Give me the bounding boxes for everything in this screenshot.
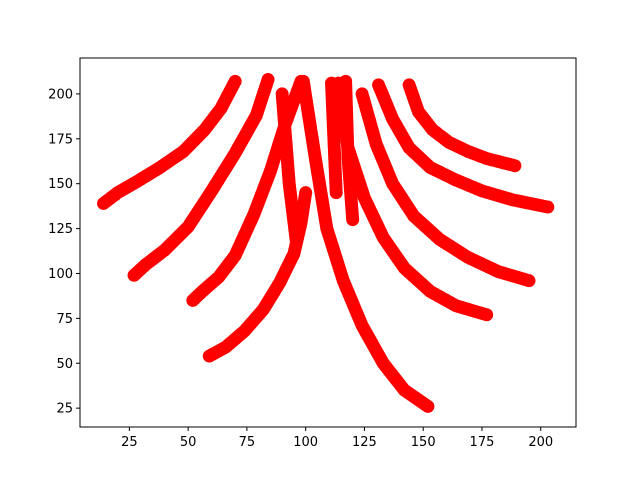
curve-9 [275,87,303,248]
data-point [421,399,435,413]
data-point [346,213,360,227]
data-point [480,308,494,322]
y-tick-label: 150 [48,177,73,192]
curve-7 [372,78,555,214]
x-tick-label: 150 [411,435,436,450]
y-tick-label: 50 [56,357,73,372]
y-tick-label: 125 [48,222,73,237]
curve-6 [355,87,536,288]
x-tick-label: 125 [352,435,377,450]
curve-4 [296,74,435,413]
x-tick-label: 175 [470,435,495,450]
y-axis: 25 50 75 100 125 150 175 200 [48,87,80,417]
data-point [508,159,522,173]
x-tick-label: 200 [528,435,553,450]
y-tick-label: 175 [48,132,73,147]
data-point [97,196,111,210]
y-tick-label: 200 [48,87,73,102]
curve-8 [402,78,522,173]
x-axis: 25 50 75 100 125 150 175 200 [121,427,553,450]
x-tick-label: 25 [121,435,138,450]
data-point [329,186,343,200]
x-tick-label: 50 [180,435,197,450]
curve-1 [127,73,275,282]
data-point [289,234,303,248]
y-tick-label: 75 [56,312,73,327]
curve-10 [325,76,343,200]
curve-0 [97,74,242,210]
data-point [186,293,200,307]
curve-11 [339,74,360,227]
data-point [202,349,216,363]
x-tick-label: 100 [293,435,318,450]
data-point [541,200,555,214]
y-tick-label: 25 [56,402,73,417]
points-layer [97,73,555,413]
data-point [522,274,536,288]
data-point [127,268,141,282]
y-tick-label: 100 [48,267,73,282]
x-tick-label: 75 [239,435,256,450]
plot-frame [79,57,577,428]
